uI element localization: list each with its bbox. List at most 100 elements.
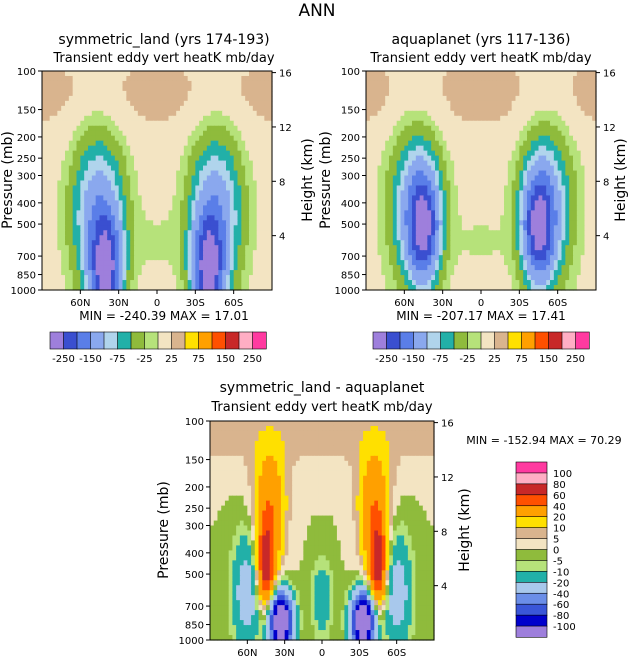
heatmap-cell <box>431 185 436 192</box>
heatmap-cell <box>542 140 547 147</box>
heatmap-cell <box>111 135 116 142</box>
heatmap-cell <box>546 140 551 147</box>
heatmap-cell <box>557 210 563 216</box>
heatmap-cell <box>206 185 212 192</box>
heatmap-cell <box>141 71 147 77</box>
heatmap-cell <box>488 255 494 261</box>
heatmap-cell <box>145 240 150 246</box>
heatmap-cell <box>519 165 524 172</box>
heatmap-cell <box>415 215 421 221</box>
heatmap-cell <box>507 175 513 182</box>
heatmap-cell <box>180 185 185 192</box>
heatmap-cell <box>141 225 147 231</box>
heatmap-cell <box>515 110 520 117</box>
heatmap-cell <box>141 235 147 241</box>
heatmap-cell <box>245 90 250 97</box>
heatmap-cell <box>496 205 501 211</box>
heatmap-cell <box>153 190 158 197</box>
heatmap-cell <box>42 80 47 87</box>
heatmap-cell <box>114 90 120 97</box>
heatmap-cell <box>122 155 127 162</box>
heatmap-cell <box>141 205 147 211</box>
heatmap-cell <box>168 120 173 127</box>
heatmap-cell <box>458 205 463 211</box>
heatmap-cell <box>114 225 120 231</box>
heatmap-cell <box>500 180 505 187</box>
heatmap-cell <box>80 230 85 236</box>
heatmap-cell <box>252 115 258 122</box>
heatmap-cell <box>264 150 269 157</box>
heatmap-cell <box>461 130 467 137</box>
heatmap-cell <box>122 150 127 157</box>
heatmap-cell <box>369 80 375 87</box>
heatmap-cell <box>157 225 162 231</box>
heatmap-cell <box>160 100 166 107</box>
heatmap-cell <box>527 130 532 137</box>
heatmap-cell <box>446 230 451 236</box>
heatmap-cell <box>366 115 371 122</box>
heatmap-cell <box>149 275 154 281</box>
heatmap-cell <box>126 120 131 127</box>
heatmap-cell <box>553 115 559 122</box>
heatmap-cell <box>565 195 570 202</box>
heatmap-cell <box>473 135 478 142</box>
heatmap-cell <box>458 180 463 187</box>
heatmap-cell <box>369 110 375 117</box>
heatmap-cell <box>153 135 158 142</box>
heatmap-cell <box>461 155 467 162</box>
heatmap-cell <box>511 150 517 157</box>
heatmap-cell <box>137 280 143 286</box>
heatmap-cell <box>49 270 55 276</box>
heatmap-cell <box>53 250 58 256</box>
heatmap-cell <box>469 220 474 226</box>
heatmap-cell <box>168 280 173 286</box>
heatmap-cell <box>249 165 254 172</box>
heatmap-cell <box>427 175 432 182</box>
heatmap-cell <box>256 165 262 172</box>
heatmap-cell <box>122 215 127 221</box>
heatmap-cell <box>103 215 108 221</box>
heatmap-cell <box>538 165 543 172</box>
heatmap-cell <box>573 145 578 152</box>
heatmap-cell <box>584 175 589 182</box>
heatmap-cell <box>534 100 540 107</box>
heatmap-cell <box>72 280 78 286</box>
heatmap-cell <box>72 110 78 117</box>
heatmap-cell <box>68 71 74 77</box>
heatmap-cell <box>84 85 89 92</box>
heatmap-cell <box>237 135 242 142</box>
heatmap-cell <box>218 170 223 177</box>
heatmap-cell <box>492 240 497 246</box>
heatmap-cell <box>45 210 51 216</box>
heatmap-cell <box>53 280 58 286</box>
heatmap-cell <box>237 150 242 157</box>
heatmap-cell <box>465 245 471 251</box>
heatmap-cell <box>222 200 227 206</box>
heatmap-cell <box>569 120 574 127</box>
heatmap-cell <box>130 265 135 271</box>
heatmap-cell <box>500 75 505 82</box>
heatmap-cell <box>65 250 70 256</box>
heatmap-cell <box>99 240 104 246</box>
heatmap-cell <box>484 255 490 261</box>
heatmap-cell <box>446 140 451 147</box>
heatmap-cell <box>408 240 413 246</box>
heatmap-cell <box>122 145 127 152</box>
heatmap-cell <box>392 205 398 211</box>
heatmap-cell <box>438 200 444 206</box>
heatmap-cell <box>260 105 265 112</box>
heatmap-cell <box>218 85 223 92</box>
heatmap-cell <box>95 215 101 221</box>
heatmap-cell <box>99 180 104 187</box>
heatmap-cell <box>519 150 524 157</box>
heatmap-cell <box>111 200 116 206</box>
heatmap-cell <box>415 85 421 92</box>
heatmap-cell <box>252 150 258 157</box>
heatmap-cell <box>412 150 417 157</box>
heatmap-cell <box>233 130 239 137</box>
heatmap-cell <box>199 230 204 236</box>
heatmap-cell <box>222 115 227 122</box>
heatmap-cell <box>576 165 582 172</box>
heatmap-cell <box>111 250 116 256</box>
heatmap-cell <box>268 250 273 256</box>
